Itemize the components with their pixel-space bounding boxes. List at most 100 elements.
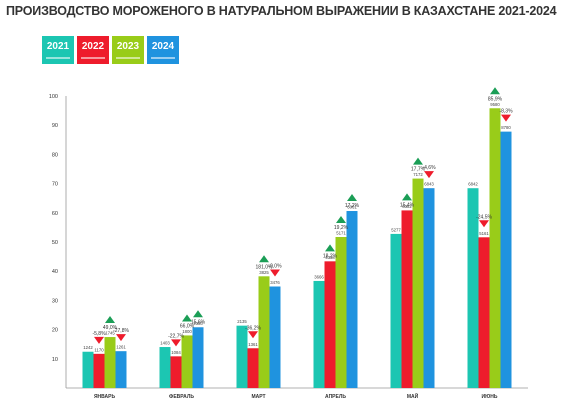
x-tick-label: ЯНВАРЬ [94, 394, 116, 400]
bar-2023-2 [258, 276, 270, 388]
change-down-arrow-icon [248, 331, 258, 339]
bar-value-label: 5161 [479, 231, 489, 236]
change-up-arrow-icon [259, 255, 269, 263]
change-label: 15,6% [191, 319, 206, 325]
y-tick-label: 100 [49, 94, 58, 100]
change-up-arrow-icon [402, 193, 412, 201]
change-label: 181,0% [256, 264, 274, 270]
bar-value-label: 1361 [248, 342, 258, 347]
bar-2023-0 [104, 337, 116, 388]
bar-value-label: 1261 [116, 345, 126, 350]
y-tick-label: 70 [52, 182, 58, 188]
bar-value-label: 5277 [391, 227, 401, 232]
change-up-arrow-icon [182, 314, 192, 322]
bar-2024-3 [346, 211, 358, 388]
y-tick-label: 50 [52, 240, 58, 246]
bar-value-label: 1084 [171, 350, 181, 355]
change-up-arrow-icon [413, 157, 423, 165]
bar-value-label: 1800 [182, 329, 192, 334]
bar-2021-4 [390, 233, 402, 388]
change-down-arrow-icon [94, 336, 104, 344]
change-down-arrow-icon [501, 114, 511, 122]
change-label: -5,8% [92, 331, 106, 337]
legend-label: 2022 [81, 41, 105, 52]
bar-2022-5 [478, 237, 490, 388]
bar-2021-3 [313, 280, 325, 388]
y-tick-label: 80 [52, 152, 58, 158]
bar-2023-1 [181, 335, 193, 388]
change-down-arrow-icon [116, 334, 126, 342]
bar-value-label: 7172 [413, 172, 423, 177]
change-label: -4,6% [422, 165, 436, 171]
x-tick-label: ФЕВРАЛЬ [169, 394, 194, 400]
change-down-arrow-icon [270, 269, 280, 277]
change-label: 18,2% [323, 253, 338, 259]
y-tick-label: 30 [52, 298, 58, 304]
legend: 2021 2022 2023 2024 [42, 36, 179, 64]
bar-value-label: 8780 [501, 125, 511, 130]
bar-2023-4 [412, 178, 424, 388]
x-tick-label: МАЙ [407, 392, 419, 400]
bar-value-label: 6061 [347, 205, 357, 210]
bar-value-label: 6082 [402, 204, 412, 209]
legend-item-2022: 2022 [77, 36, 109, 64]
change-label: 49,0% [103, 325, 118, 331]
change-down-arrow-icon [171, 339, 181, 347]
chart-title: ПРОИЗВОДСТВО МОРОЖЕНОГО В НАТУРАЛЬНОМ ВЫ… [6, 4, 557, 18]
bar-value-label: 1242 [83, 345, 93, 350]
bar-2021-5 [467, 188, 479, 388]
change-label: -9,0% [268, 264, 282, 270]
change-label: -24,5% [476, 214, 492, 220]
change-label: 85,9% [488, 96, 503, 102]
change-up-arrow-icon [347, 194, 357, 202]
change-label: -27,8% [113, 328, 129, 334]
bar-value-label: 1170 [94, 347, 104, 352]
bar-2021-0 [82, 351, 94, 388]
legend-decoration [116, 57, 140, 59]
bar-2023-5 [489, 108, 501, 388]
change-up-arrow-icon [193, 310, 203, 318]
bar-2024-0 [115, 351, 127, 388]
change-label: 15,4% [400, 202, 415, 208]
bar-value-label: 6842 [468, 182, 478, 187]
y-tick-label: 20 [52, 328, 58, 334]
legend-item-2023: 2023 [112, 36, 144, 64]
change-up-arrow-icon [336, 216, 346, 224]
y-tick-label: 40 [52, 269, 58, 275]
y-tick-label: 10 [52, 357, 58, 363]
bar-2022-1 [170, 356, 182, 388]
y-tick-label: 60 [52, 211, 58, 217]
bar-value-label: 2135 [237, 319, 247, 324]
bar-2021-2 [236, 325, 248, 388]
bar-value-label: 6843 [424, 182, 434, 187]
change-label: -36,2% [245, 325, 261, 331]
legend-label: 2024 [151, 41, 175, 52]
change-up-arrow-icon [490, 87, 500, 95]
bar-2022-0 [93, 353, 105, 388]
legend-item-2021: 2021 [42, 36, 74, 64]
change-down-arrow-icon [424, 171, 434, 179]
legend-label: 2021 [46, 41, 70, 52]
change-label: 19,2% [334, 225, 349, 231]
bar-value-label: 1745 [105, 331, 115, 336]
bar-2022-2 [247, 348, 259, 388]
bar-value-label: 3666 [314, 274, 324, 279]
change-label: -22,7% [168, 333, 184, 339]
bar-value-label: 9580 [490, 102, 500, 107]
bar-value-label: 3476 [270, 280, 280, 285]
bar-value-label: 5171 [336, 231, 346, 236]
bar-value-label: 2080 [193, 321, 203, 326]
legend-decoration [46, 57, 70, 59]
bar-2023-3 [335, 237, 347, 388]
change-label: 66,0% [180, 323, 195, 329]
change-label: -8,3% [499, 109, 513, 115]
legend-item-2024: 2024 [147, 36, 179, 64]
bar-2024-2 [269, 286, 281, 388]
bar-2022-4 [401, 210, 413, 388]
bar-value-label: 4338 [325, 255, 335, 260]
bar-value-label: 1403 [160, 341, 170, 346]
bar-2022-3 [324, 261, 336, 388]
change-label: 17,7% [411, 167, 426, 173]
x-tick-label: ИЮНЬ [482, 394, 498, 400]
